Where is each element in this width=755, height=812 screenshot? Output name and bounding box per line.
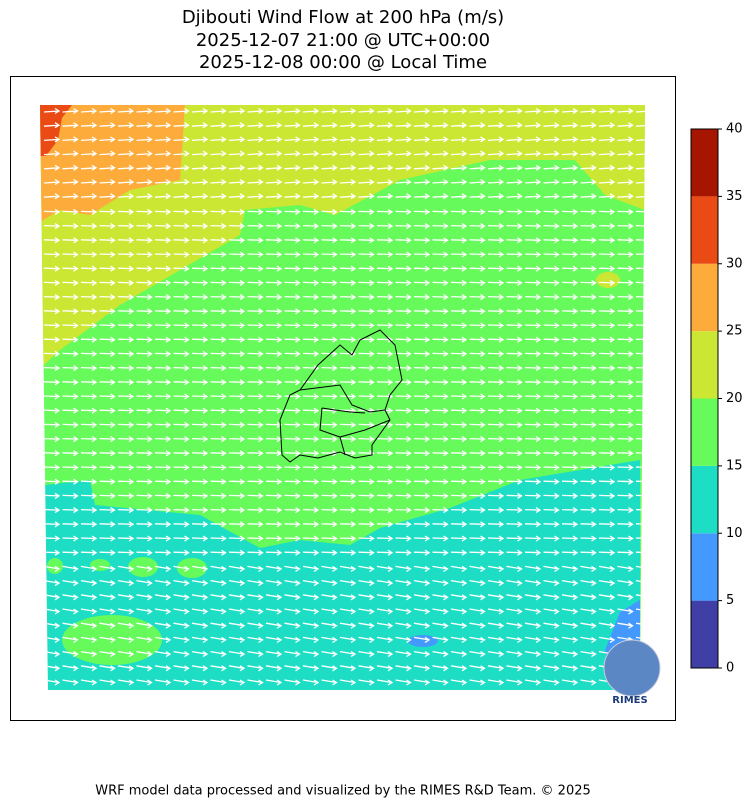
colorbar-bin <box>691 465 718 534</box>
colorbar-tick-label: 20 <box>726 391 743 406</box>
colorbar-tick-label: 35 <box>726 189 743 204</box>
wind-arrows <box>43 107 645 686</box>
country-border <box>279 329 403 463</box>
title-line: Djibouti Wind Flow at 200 hPa (m/s) <box>182 7 504 28</box>
footer: WRF model data processed and visualized … <box>95 784 591 799</box>
logo-text: RIMES <box>612 695 647 706</box>
colorbar: 0 5 10 15 20 25 30 35 40 <box>690 122 743 676</box>
colorbar-bin <box>691 263 718 332</box>
colorbar-bin <box>691 196 718 264</box>
colorbar-bin <box>691 331 718 399</box>
colorbar-tick-label: 5 <box>726 593 734 608</box>
title-line: 2025-12-08 00:00 @ Local Time <box>199 52 487 73</box>
logo-emblem <box>603 639 661 697</box>
region-25-30 <box>40 105 185 222</box>
region-15-20 <box>47 558 63 574</box>
region-20-25 <box>40 105 645 365</box>
region-15-20 <box>177 558 207 578</box>
colorbar-bin <box>691 533 718 601</box>
region-5-10 <box>408 635 438 647</box>
map-frame <box>10 76 676 721</box>
region-30-35 <box>40 105 72 156</box>
colorbar-bin <box>691 129 718 197</box>
colorbar-tick-label: 25 <box>726 324 743 339</box>
colorbar-bin <box>691 398 718 466</box>
colorbar-tick-label: 15 <box>726 458 743 473</box>
title-line: 2025-12-07 21:00 @ UTC+00:00 <box>196 30 490 51</box>
region-20-25 <box>596 272 620 288</box>
colorbar-tick-label: 10 <box>726 526 743 541</box>
region-15-20 <box>90 559 110 571</box>
colorbar-tick-label: 0 <box>726 661 734 676</box>
colorbar-tick-label: 30 <box>726 256 743 271</box>
region-10-15 <box>45 460 640 690</box>
wind-field <box>40 105 645 690</box>
colorbar-tick-label: 40 <box>726 122 743 137</box>
colorbar-bin <box>691 600 718 668</box>
